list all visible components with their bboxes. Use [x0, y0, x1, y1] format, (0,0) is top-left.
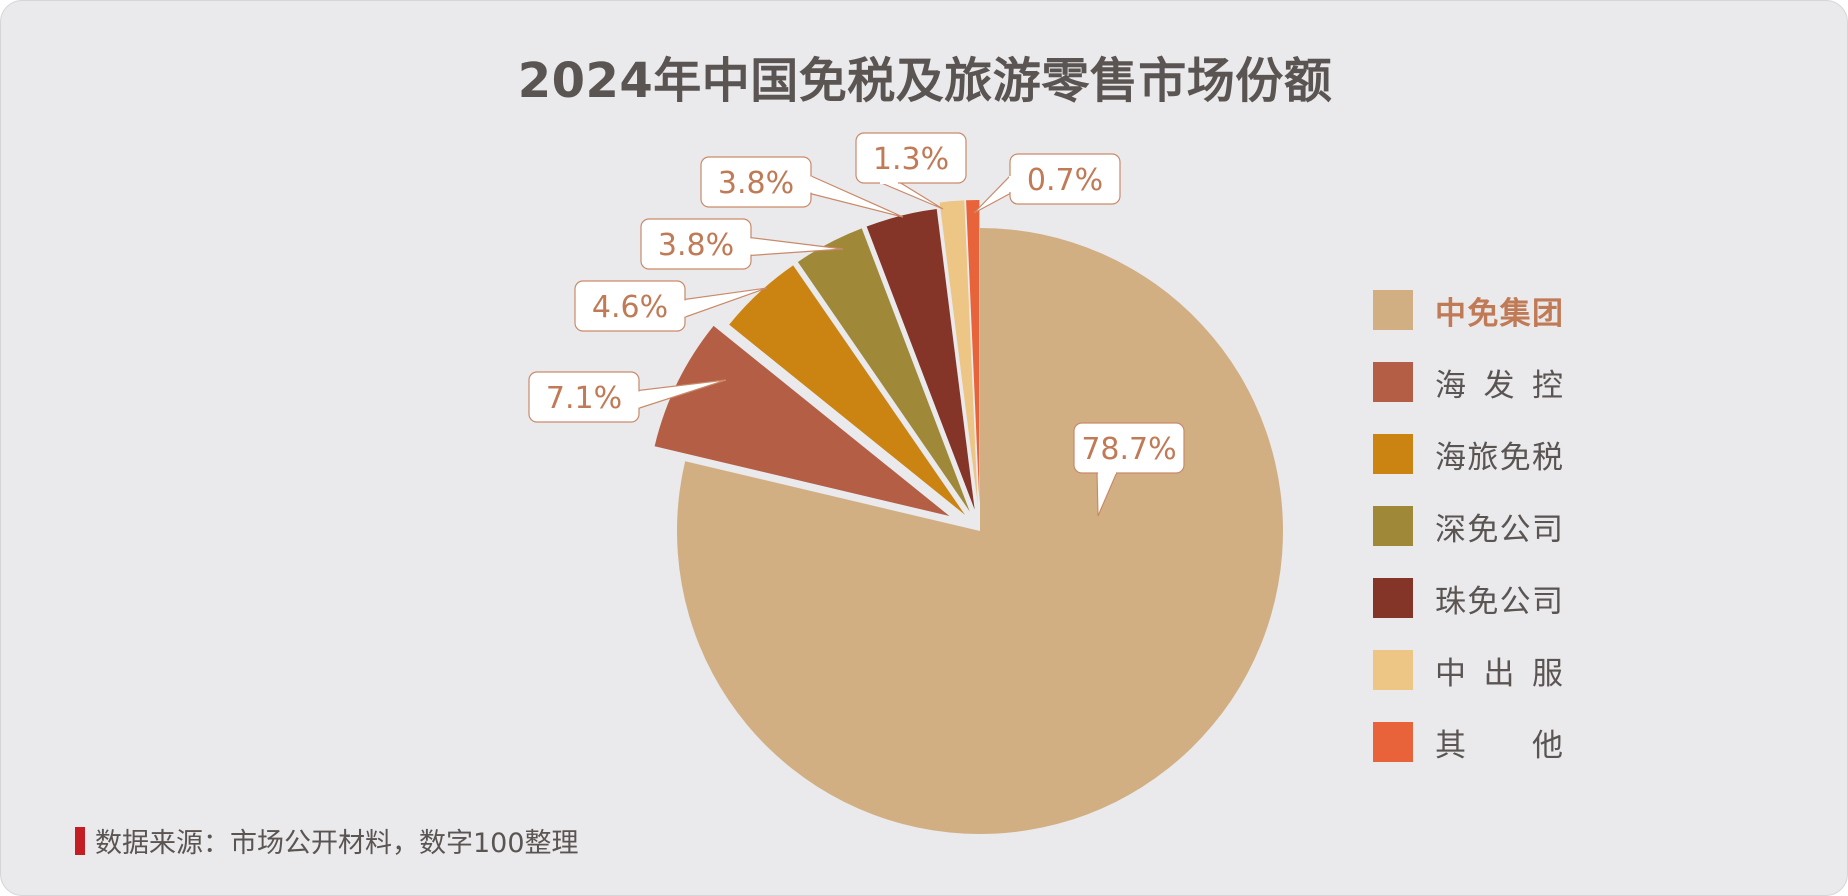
legend-label: 海 发 控 [1435, 367, 1563, 404]
source-note: 数据来源：市场公开材料，数字100整理 [75, 821, 579, 860]
legend-item: 珠免公司 [1373, 578, 1563, 620]
data-label: 0.7% [973, 153, 1121, 214]
data-label-text: 7.1% [546, 381, 622, 416]
legend-label: 深免公司 [1435, 511, 1563, 548]
legend-item: 海 发 控 [1373, 362, 1563, 404]
data-label-text: 4.6% [592, 290, 668, 325]
legend-label: 其 他 [1435, 727, 1563, 764]
data-label: 78.7% [1073, 422, 1185, 517]
legend-item: 中 出 服 [1373, 650, 1563, 692]
legend: 中免集团海 发 控海旅免税深免公司珠免公司中 出 服其 他 [1373, 290, 1563, 794]
legend-item: 中免集团 [1373, 290, 1563, 332]
data-label: 3.8% [640, 218, 844, 270]
legend-item: 海旅免税 [1373, 434, 1563, 476]
data-label-text: 0.7% [1027, 163, 1103, 198]
source-text: 数据来源：市场公开材料，数字100整理 [95, 828, 579, 859]
data-label-text: 78.7% [1081, 432, 1176, 467]
data-label-text: 1.3% [873, 142, 949, 177]
legend-swatch [1373, 290, 1413, 330]
legend-label: 中 出 服 [1435, 655, 1563, 692]
legend-item: 深免公司 [1373, 506, 1563, 548]
chart-title: 2024年中国免税及旅游零售市场份额 [517, 53, 1333, 109]
data-label: 1.3% [855, 132, 967, 210]
pie-slice [797, 228, 970, 512]
pie-slice [866, 209, 975, 510]
legend-label: 海旅免税 [1435, 439, 1563, 476]
source-marker [75, 826, 85, 855]
pie-slice [654, 325, 950, 517]
legend-swatch [1373, 578, 1413, 618]
legend-swatch [1373, 434, 1413, 474]
data-label-text: 3.8% [718, 166, 794, 201]
data-label: 7.1% [528, 371, 727, 423]
legend-label: 珠免公司 [1435, 583, 1563, 620]
legend-swatch [1373, 650, 1413, 690]
legend-swatch [1373, 506, 1413, 546]
legend-swatch [1373, 722, 1413, 762]
data-label-text: 3.8% [658, 228, 734, 263]
data-label: 4.6% [574, 280, 768, 332]
pie-slice [966, 200, 980, 504]
data-label: 3.8% [700, 156, 904, 218]
pie-slice [729, 265, 966, 515]
legend-swatch [1373, 362, 1413, 402]
pie-slice [676, 228, 1283, 835]
legend-label: 中免集团 [1435, 295, 1563, 332]
legend-item: 其 他 [1373, 722, 1563, 764]
pie-slice [939, 200, 978, 504]
